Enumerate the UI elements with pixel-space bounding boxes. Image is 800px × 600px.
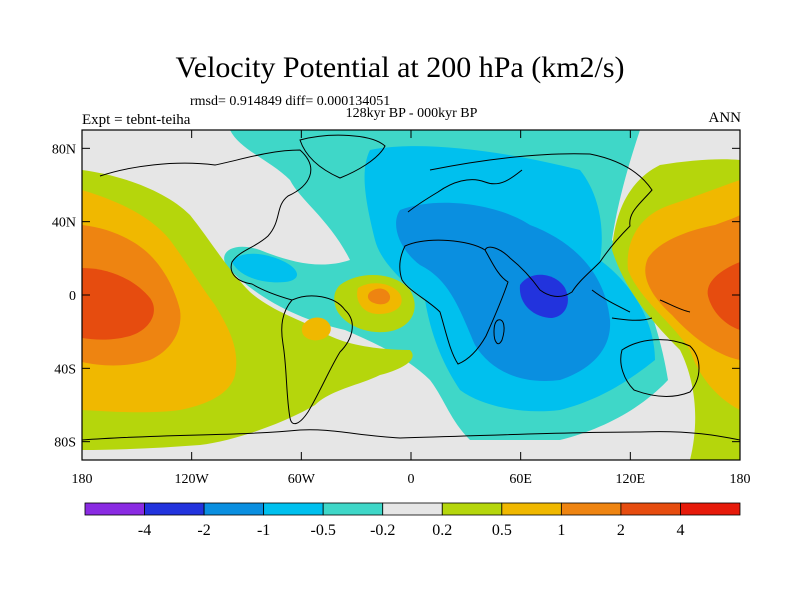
coastline-asia bbox=[429, 153, 653, 297]
period-text: 128kyr BP - 000kyr BP bbox=[345, 106, 478, 121]
x-tick-label: 180 bbox=[730, 472, 751, 487]
colorbar-level-label: -0.2 bbox=[370, 522, 395, 539]
stats-text: rmsd= 0.914849 diff= 0.000134051 bbox=[190, 94, 391, 109]
colorbar-swatch bbox=[501, 502, 562, 516]
colorbar-level-label: 1 bbox=[557, 522, 565, 539]
contour-neg-1 bbox=[396, 202, 611, 381]
colorbar-swatch bbox=[263, 502, 324, 516]
colorbar-swatch bbox=[560, 502, 622, 516]
colorbar-swatch bbox=[203, 502, 265, 516]
contour-neg-0-5-caribbean bbox=[232, 253, 298, 283]
x-tick-label: 180 bbox=[72, 472, 93, 487]
contour-neg-2 bbox=[519, 274, 568, 318]
experiment-label: Expt = tebnt-teiha bbox=[82, 112, 191, 128]
colorbar-swatch bbox=[620, 502, 681, 516]
coastlines bbox=[82, 134, 740, 441]
season-label: ANN bbox=[708, 110, 742, 126]
colorbar-level-label: -2 bbox=[197, 522, 210, 539]
chart-title: Velocity Potential at 200 hPa (km2/s) bbox=[175, 51, 625, 84]
x-tick-label: 120E bbox=[616, 472, 646, 487]
contour-field bbox=[82, 130, 740, 460]
coastline-australia bbox=[620, 339, 700, 397]
colorbar-swatch bbox=[441, 502, 503, 516]
colorbar-level-label: 2 bbox=[617, 522, 625, 539]
colorbar-swatch bbox=[144, 502, 205, 516]
x-tick-label: 0 bbox=[408, 472, 415, 487]
colorbar-swatch bbox=[322, 502, 384, 516]
x-tick-label: 120W bbox=[175, 472, 210, 487]
colorbar-level-label: 0.2 bbox=[432, 522, 452, 539]
x-tick-label: 60W bbox=[288, 472, 316, 487]
coastline-antarctica bbox=[82, 429, 740, 441]
colorbar-level-label: -0.5 bbox=[311, 522, 336, 539]
y-tick-label: 40N bbox=[52, 216, 76, 231]
y-axis: 80N 40N 0 40S 80S bbox=[52, 142, 740, 451]
coastline-madagascar bbox=[493, 319, 505, 345]
colorbar-swatch bbox=[680, 502, 741, 516]
x-tick-label: 60E bbox=[509, 472, 532, 487]
coastline-greenland bbox=[299, 134, 386, 179]
x-axis: 180 120W 60W 0 60E 120E 180 bbox=[72, 130, 751, 487]
colorbar-swatch bbox=[84, 502, 145, 516]
contour-pos-2-east-pacific bbox=[82, 268, 154, 340]
colorbar: -4 -2 -1 -0.5 -0.2 0.2 0.5 1 2 4 bbox=[84, 502, 741, 539]
coastline-europe bbox=[407, 169, 523, 213]
contour-pos-2-west-pacific bbox=[707, 262, 740, 330]
coastline-north-america bbox=[99, 149, 312, 301]
colorbar-level-label: -1 bbox=[257, 522, 270, 539]
contour-pos-1-west-pacific bbox=[645, 215, 740, 360]
contour-pos-0-5-south-america bbox=[301, 317, 331, 341]
colorbar-swatch bbox=[382, 502, 443, 516]
y-tick-label: 0 bbox=[69, 289, 76, 304]
coastline-south-america bbox=[281, 295, 353, 425]
y-tick-label: 80S bbox=[54, 436, 76, 451]
colorbar-level-label: -4 bbox=[138, 522, 151, 539]
colorbar-level-label: 0.5 bbox=[492, 522, 512, 539]
y-tick-label: 80N bbox=[52, 142, 76, 157]
colorbar-level-label: 4 bbox=[676, 522, 684, 539]
y-tick-label: 40S bbox=[54, 362, 76, 377]
contour-pos-1-atlantic bbox=[367, 288, 391, 305]
coastline-indonesia bbox=[591, 289, 691, 321]
